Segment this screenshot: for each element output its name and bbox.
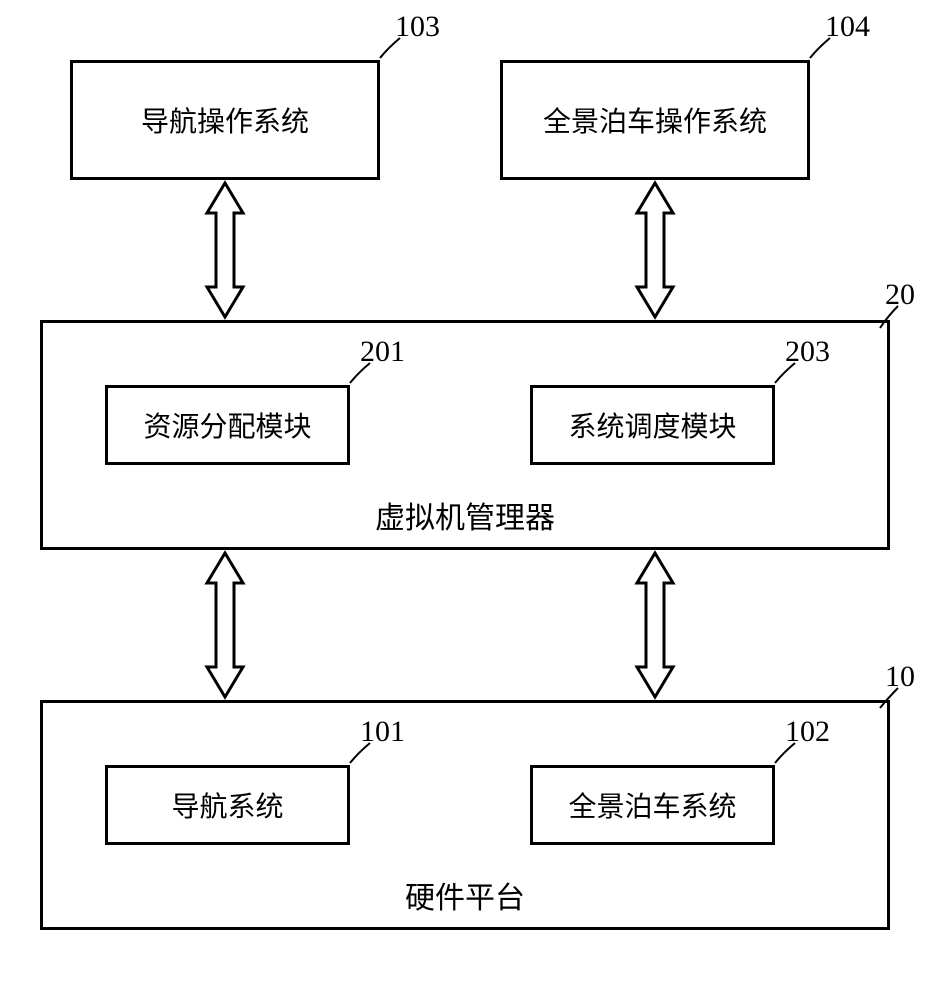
ref-103: 103 xyxy=(395,10,440,44)
ref-201: 201 xyxy=(360,335,405,369)
system-schedule-module-box: 系统调度模块 xyxy=(530,385,775,465)
ref-10: 10 xyxy=(885,660,915,694)
ref-101: 101 xyxy=(360,715,405,749)
system-architecture-diagram: 导航操作系统 103 全景泊车操作系统 104 虚拟机管理器 20 资源分配模块… xyxy=(0,0,941,1000)
ref-203: 203 xyxy=(785,335,830,369)
panoramic-parking-system-label: 全景泊车系统 xyxy=(568,785,736,825)
arrow-nav-os-to-vm xyxy=(207,183,243,317)
ref-104: 104 xyxy=(825,10,870,44)
panoramic-parking-os-box: 全景泊车操作系统 xyxy=(500,60,810,180)
nav-system-label: 导航系统 xyxy=(171,785,283,825)
resource-alloc-module-label: 资源分配模块 xyxy=(143,405,311,445)
nav-os-label: 导航操作系统 xyxy=(141,100,309,140)
arrow-vm-to-parking-hw xyxy=(637,553,673,697)
panoramic-parking-system-box: 全景泊车系统 xyxy=(530,765,775,845)
nav-system-box: 导航系统 xyxy=(105,765,350,845)
system-schedule-module-label: 系统调度模块 xyxy=(568,405,736,445)
nav-os-box: 导航操作系统 xyxy=(70,60,380,180)
arrow-vm-to-nav-hw xyxy=(207,553,243,697)
hw-platform-label: 硬件平台 xyxy=(43,873,887,917)
ref-102: 102 xyxy=(785,715,830,749)
resource-alloc-module-box: 资源分配模块 xyxy=(105,385,350,465)
arrow-parking-os-to-vm xyxy=(637,183,673,317)
vm-manager-label: 虚拟机管理器 xyxy=(43,493,887,537)
ref-20: 20 xyxy=(885,278,915,312)
panoramic-parking-os-label: 全景泊车操作系统 xyxy=(543,100,767,140)
